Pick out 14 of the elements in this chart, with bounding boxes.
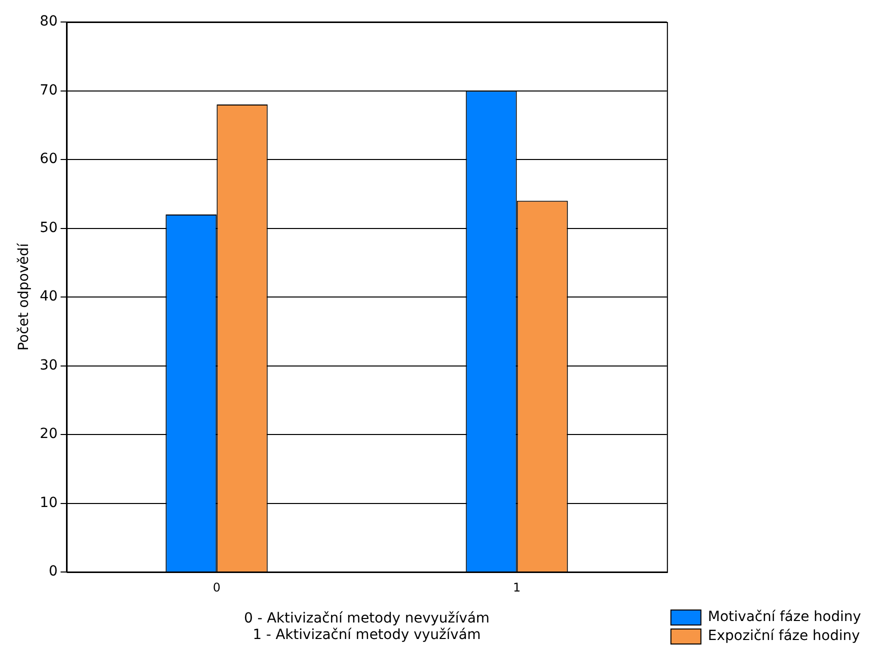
y-tick-label: 80: [40, 14, 58, 30]
y-tick-label: 30: [40, 357, 58, 374]
y-tick-label: 40: [40, 288, 58, 305]
x-tick-label: 1: [513, 580, 521, 594]
y-axis-title: Počet odpovědí: [16, 242, 32, 351]
y-tick-label: 70: [40, 82, 58, 98]
y-tick-label: 20: [40, 426, 58, 442]
y-tick-label: 0: [48, 564, 58, 580]
x-axis-title: 0 - Aktivizační metody nevyužívám 1 - Aktivizační metody využívám: [244, 610, 490, 644]
y-tick-label: 60: [40, 151, 58, 168]
legend-label: Expoziční fáze hodiny: [708, 628, 860, 644]
y-tick-label: 50: [40, 220, 58, 236]
legend-label: Motivační fáze hodiny: [708, 609, 862, 626]
y-tick-label: 10: [40, 494, 58, 511]
